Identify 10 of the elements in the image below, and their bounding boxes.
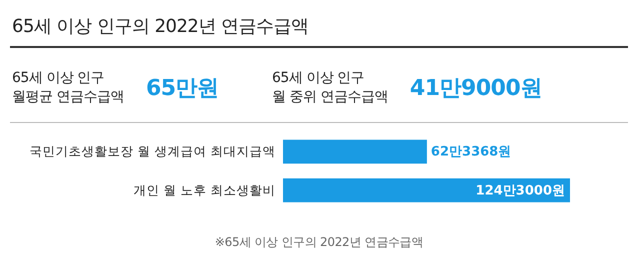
y-tick-label: 개인 월 노후 최소생활비 <box>134 182 276 198</box>
data-label: 124만3000원 <box>476 183 565 198</box>
text: 65세 이상 인구의 2022년 연금수급액 <box>12 15 309 38</box>
data-label: 62만3368원 <box>430 144 512 160</box>
text: ※65세 이상 인구의 2022년 연금수급액 <box>214 234 424 251</box>
text: 65세 이상 인구 월 중위 연금수급액 <box>272 69 388 107</box>
text: 65세 이상 인구 월평균 연금수급액 <box>12 69 124 107</box>
text: 41만9000원 <box>410 75 542 103</box>
y-tick-label: 국민기초생활보장 월 생계급여 최대지급액 <box>30 144 276 159</box>
text: 65만원 <box>146 75 219 103</box>
